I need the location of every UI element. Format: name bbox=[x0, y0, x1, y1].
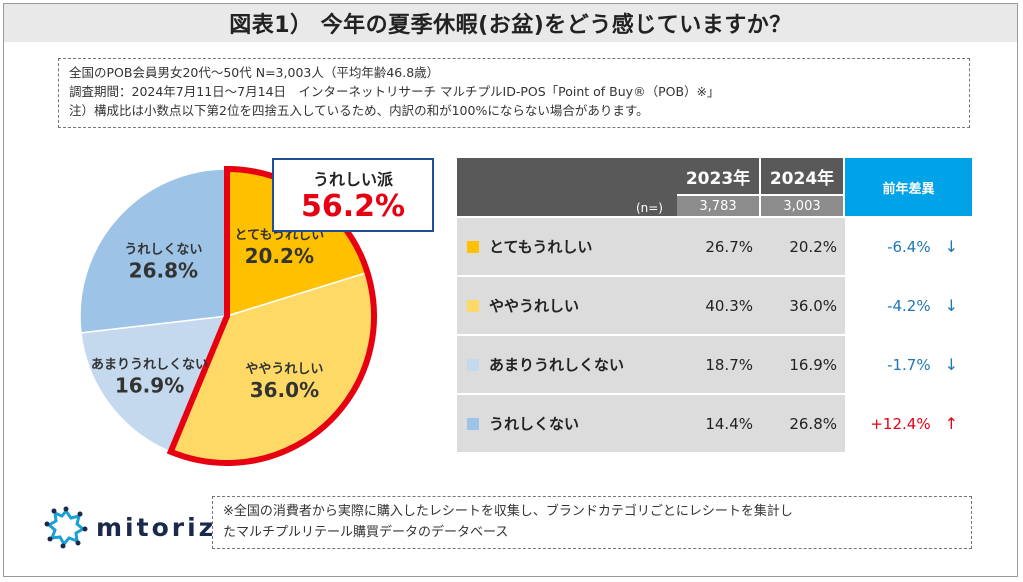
value-2024: 16.9% bbox=[761, 334, 845, 393]
table-row: うれしくない 14.4% 26.8% +12.4% ↑ bbox=[457, 393, 972, 452]
trend-arrow-icon: ↓ bbox=[944, 296, 958, 315]
row-label: うれしくない bbox=[489, 415, 580, 433]
diff-cell: -6.4% ↓ bbox=[845, 216, 972, 275]
diff-value: +12.4% bbox=[870, 415, 931, 433]
value-2023: 40.3% bbox=[677, 275, 761, 334]
trend-arrow-icon: ↑ bbox=[944, 414, 958, 433]
header-blank bbox=[457, 158, 677, 196]
n-2023: 3,783 bbox=[677, 196, 761, 216]
pie-slice-label: ややうれしい bbox=[245, 362, 323, 377]
survey-info-line-2: 調査期間：2024年7月11日〜7月14日 インターネットリサーチ マルチプルI… bbox=[69, 84, 720, 99]
diff-value: -1.7% bbox=[887, 356, 931, 374]
trend-arrow-icon: ↓ bbox=[944, 355, 958, 374]
diff-value: -4.2% bbox=[887, 297, 931, 315]
mitoriz-logo: mitoriz bbox=[44, 505, 216, 549]
survey-info-line-1: 全国のPOB会員男女20代〜50代 N=3,003人（平均年齢46.8歳） bbox=[69, 65, 440, 80]
row-label: ややうれしい bbox=[489, 297, 580, 315]
pie-value-label: 26.8% bbox=[129, 258, 198, 282]
header-diff: 前年差異 bbox=[845, 158, 972, 216]
diff-cell: +12.4% ↑ bbox=[845, 393, 972, 452]
mitoriz-logo-icon bbox=[44, 506, 88, 549]
legend-swatch bbox=[467, 418, 479, 430]
diff-value: -6.4% bbox=[887, 238, 931, 256]
pie-slice bbox=[79, 168, 228, 334]
legend-swatch bbox=[467, 359, 479, 371]
footnote-box: ※全国の消費者から実際に購入したレシートを収集し、ブランドカテゴリごとにレシート… bbox=[212, 496, 972, 549]
pie-value-label: 36.0% bbox=[250, 378, 319, 402]
pie-slice bbox=[80, 315, 229, 453]
diff-cell: -4.2% ↓ bbox=[845, 275, 972, 334]
title-bar: 図表1） 今年の夏季休暇(お盆)をどう感じていますか？ bbox=[4, 4, 1017, 42]
chart-title: 図表1） 今年の夏季休暇(お盆)をどう感じていますか？ bbox=[229, 13, 792, 38]
row-label: あまりうれしくない bbox=[489, 356, 625, 374]
pie-value-label: 20.2% bbox=[245, 244, 314, 268]
value-2024: 36.0% bbox=[761, 275, 845, 334]
pie-slice-label: あまりうれしくない bbox=[91, 357, 208, 372]
header-2024: 2024年 bbox=[761, 158, 845, 196]
pie-slice-label: うれしくない bbox=[124, 242, 202, 257]
value-2024: 26.8% bbox=[761, 393, 845, 452]
outer-frame bbox=[3, 3, 1018, 577]
row-label: とてもうれしい bbox=[489, 238, 593, 256]
pie-value-label: 16.9% bbox=[115, 373, 184, 397]
survey-info-line-3: 注）構成比は小数点以下第2位を四捨五入しているため、内訳の和が100%にならない… bbox=[69, 103, 649, 118]
legend-swatch bbox=[467, 241, 479, 253]
footnote-line-2: たマルチプルリテール購買データのデータベース bbox=[223, 525, 509, 540]
legend-swatch bbox=[467, 300, 479, 312]
footnote-line-1: ※全国の消費者から実際に購入したレシートを収集し、ブランドカテゴリごとにレシート… bbox=[223, 504, 793, 519]
trend-arrow-icon: ↓ bbox=[944, 237, 958, 256]
value-2023: 26.7% bbox=[677, 216, 761, 275]
logo-wordmark: mitoriz bbox=[96, 512, 217, 542]
table-row: とてもうれしい 26.7% 20.2% -6.4% ↓ bbox=[457, 216, 972, 275]
survey-info-box: 全国のPOB会員男女20代〜50代 N=3,003人（平均年齢46.8歳） 調査… bbox=[58, 58, 970, 128]
table-row: あまりうれしくない 18.7% 16.9% -1.7% ↓ bbox=[457, 334, 972, 393]
n-label: (n=) bbox=[457, 196, 677, 216]
callout-value: 56.2% bbox=[300, 189, 406, 224]
n-2024: 3,003 bbox=[761, 196, 845, 216]
header-2023: 2023年 bbox=[677, 158, 761, 196]
highlight-callout: うれしい派 56.2% bbox=[272, 158, 434, 232]
value-2023: 18.7% bbox=[677, 334, 761, 393]
value-2023: 14.4% bbox=[677, 393, 761, 452]
diff-cell: -1.7% ↓ bbox=[845, 334, 972, 393]
comparison-table: 2023年 2024年 前年差異 (n=) 3,783 3,003 とてもうれし… bbox=[457, 158, 972, 452]
callout-label: うれしい派 bbox=[312, 170, 393, 189]
value-2024: 20.2% bbox=[761, 216, 845, 275]
table-row: ややうれしい 40.3% 36.0% -4.2% ↓ bbox=[457, 275, 972, 334]
